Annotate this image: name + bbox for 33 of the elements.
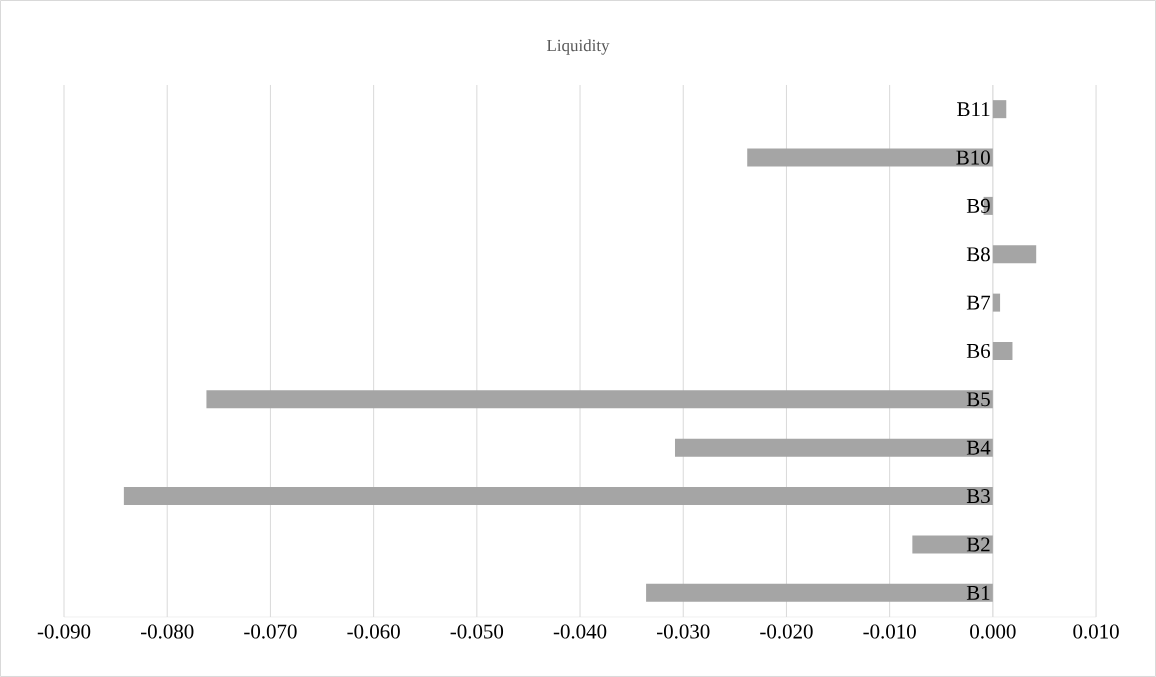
y-tick-label: B1 xyxy=(966,585,990,600)
bar xyxy=(206,390,993,409)
x-tick-label: -0.080 xyxy=(140,624,194,639)
y-tick-label: B10 xyxy=(956,150,990,165)
bar xyxy=(747,148,993,167)
bar xyxy=(646,583,993,602)
y-tick-label: B5 xyxy=(966,392,990,407)
x-tick-label: 0.010 xyxy=(1073,624,1119,639)
x-tick-label: -0.010 xyxy=(863,624,916,639)
bar xyxy=(674,438,993,457)
x-tick-label: 0.000 xyxy=(970,624,1016,639)
x-tick-label: -0.030 xyxy=(657,624,710,639)
bar xyxy=(123,487,993,506)
y-tick-label: B6 xyxy=(966,343,991,359)
x-tick-label: -0.020 xyxy=(760,624,813,639)
y-tick-label: B9 xyxy=(966,198,990,213)
bar xyxy=(912,535,993,554)
bar xyxy=(992,100,1007,119)
y-tick-label: B8 xyxy=(966,247,990,262)
y-tick-label: B2 xyxy=(966,537,990,552)
y-tick-label: B7 xyxy=(966,295,991,310)
y-tick-label: B3 xyxy=(966,489,990,504)
y-tick-label: B4 xyxy=(966,440,991,455)
chart-title: Liquidity xyxy=(546,39,610,55)
x-tick-label: -0.090 xyxy=(37,624,91,639)
x-tick-label: -0.040 xyxy=(553,624,607,639)
bar xyxy=(992,245,1037,264)
x-tick-label: -0.070 xyxy=(244,624,297,639)
x-tick-label: -0.050 xyxy=(450,624,504,639)
bar xyxy=(992,293,1001,312)
y-tick-label: B11 xyxy=(957,102,990,117)
bar xyxy=(992,341,1013,360)
x-tick-label: -0.060 xyxy=(347,624,400,639)
